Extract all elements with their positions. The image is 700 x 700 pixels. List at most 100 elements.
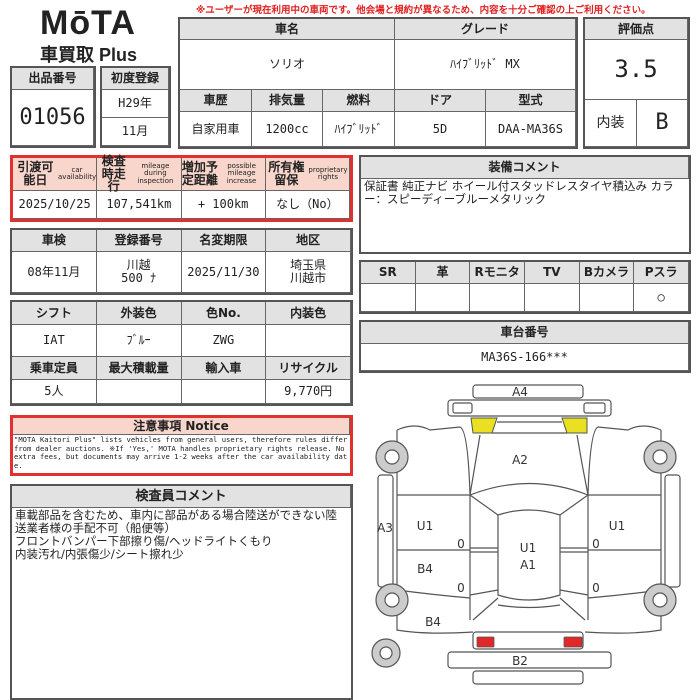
front-fog-left xyxy=(452,402,473,414)
proprietary-rights: なし（No） xyxy=(265,191,350,219)
equipment-comment-title: 装備コメント xyxy=(361,157,689,179)
area-value: 埼玉県 川越市 xyxy=(266,252,351,293)
door-label: ドア xyxy=(395,90,486,112)
left-body xyxy=(396,425,474,634)
model-value: DAA-MA36S xyxy=(486,112,576,147)
car-name-label: 車名 xyxy=(180,19,395,40)
score-label: 評価点 xyxy=(585,19,688,40)
grade: ﾊｲﾌﾞﾘｯﾄﾞ MX xyxy=(395,40,576,90)
inspector-comment-title: 検査員コメント xyxy=(12,486,351,508)
first-reg-month: 11月 xyxy=(102,118,169,146)
option-label: 革 xyxy=(415,262,471,284)
model-label: 型式 xyxy=(486,90,576,112)
mileage-increase-label: 増加予定距離 possible mileage increase xyxy=(181,158,266,191)
first-reg-year: H29年 xyxy=(102,90,169,118)
availability-date-label: 引渡可能日 car availability xyxy=(13,158,98,191)
option-value xyxy=(361,284,416,312)
availability-date: 2025/10/25 xyxy=(13,191,98,219)
recycle-label: リサイクル xyxy=(266,357,351,380)
option-value: ○ xyxy=(634,284,689,312)
label-b4-door: B4 xyxy=(417,562,433,576)
roof xyxy=(497,509,561,601)
listing-label: 出品番号 xyxy=(12,68,94,90)
first-reg-label: 初度登録 xyxy=(102,68,169,90)
equipment-comment-text: 保証書 純正ナビ ホイール付スタッドレスタイヤ積込み カラー：スピーディーブルー… xyxy=(364,179,674,206)
specs-box: シフト 外装色 色No. 内装色 IAT ﾌﾞﾙｰ ZWG 乗車定員 最大積載量… xyxy=(10,300,353,406)
label-b2: B2 xyxy=(512,654,528,668)
grille xyxy=(492,421,567,434)
listing-number: 01056 xyxy=(12,90,94,146)
inspector-comment-text: 車載部品を含むため、車内に部品がある場合陸送ができない陸送業者様の手配不可（船便… xyxy=(15,508,337,561)
grade-label: グレード xyxy=(395,19,576,40)
import-value xyxy=(181,380,267,404)
reg-number-value: 川越 500 ﾅ xyxy=(96,252,182,293)
option-label: Bカメラ xyxy=(579,262,635,284)
option-label: SR xyxy=(361,262,416,284)
right-body xyxy=(584,425,662,634)
history-label: 車歴 xyxy=(180,90,252,112)
rear-bumper-bottom xyxy=(472,670,584,685)
option-label: TV xyxy=(525,262,580,284)
shift-label: シフト xyxy=(12,302,97,325)
import-label: 輸入車 xyxy=(181,357,267,380)
label-a4: A4 xyxy=(512,385,528,399)
chassis-label: 車台番号 xyxy=(361,322,689,344)
mileage-label: 検査時走行 mileage during inspection xyxy=(97,155,182,193)
interior-color-label: 内装色 xyxy=(266,302,351,325)
label-u1-left: U1 xyxy=(417,519,433,533)
mileage-increase: + 100km xyxy=(181,191,266,219)
history-value: 自家用車 xyxy=(180,112,252,147)
interior-color-value xyxy=(266,325,351,357)
fuel-value: ﾊｲﾌﾞﾘｯﾄﾞ xyxy=(323,112,395,147)
exterior-color-label: 外装色 xyxy=(96,302,182,325)
cabin-lines xyxy=(469,495,589,621)
max-load-label: 最大積載量 xyxy=(96,357,182,380)
label-u1-center: U1 xyxy=(520,541,536,555)
chassis-number: MA36S-166*** xyxy=(361,344,689,371)
options-box: SR 革 Rモニタ TV Bカメラ Pスラ ○ xyxy=(359,260,691,314)
color-no-label: 色No. xyxy=(181,302,267,325)
option-value xyxy=(525,284,580,312)
max-load-value xyxy=(96,380,182,404)
option-value xyxy=(579,284,635,312)
right-side-sill xyxy=(664,474,681,588)
color-no-value: ZWG xyxy=(181,325,267,357)
car-info-box: 車名 グレード ソリオ ﾊｲﾌﾞﾘｯﾄﾞ MX 車歴 排気量 燃料 ドア 型式 … xyxy=(178,17,578,149)
front-bumper xyxy=(447,399,612,417)
name-change-value: 2025/11/30 xyxy=(181,252,267,293)
score-value: 3.5 xyxy=(585,40,688,100)
option-value xyxy=(470,284,525,312)
first-registration-box: 初度登録 H29年 11月 xyxy=(100,66,171,148)
option-value xyxy=(415,284,471,312)
notice-text: "MOTA Kaitori Plus" lists vehicles from … xyxy=(14,435,348,470)
rear-bumper xyxy=(447,651,612,669)
inspector-comment-box: 検査員コメント 車載部品を含むため、車内に部品がある場合陸送ができない陸送業者様… xyxy=(10,484,353,700)
headlight-left xyxy=(470,417,498,434)
interior-grade: B xyxy=(637,100,688,147)
car-name: ソリオ xyxy=(180,40,395,90)
proprietary-rights-label: 所有権留保 proprietary rights xyxy=(265,158,350,191)
inspection-box: 車検 登録番号 名変期限 地区 08年11月 川越 500 ﾅ 2025/11/… xyxy=(10,228,353,295)
door-handle-mark: 0 xyxy=(592,581,600,595)
displacement-value: 1200cc xyxy=(252,112,323,147)
interior-label: 内装 xyxy=(585,100,637,147)
label-a1: A1 xyxy=(520,558,536,572)
shaken-label: 車検 xyxy=(12,230,97,252)
fuel-label: 燃料 xyxy=(323,90,395,112)
logo-subtitle: 車買取 Plus xyxy=(40,45,138,65)
headlight-right xyxy=(561,417,588,434)
taillight-right xyxy=(563,636,583,648)
exterior-color-value: ﾌﾞﾙｰ xyxy=(96,325,182,357)
taillight-left xyxy=(476,636,495,648)
option-label: Pスラ xyxy=(634,262,689,284)
capacity-value: 5人 xyxy=(12,380,97,404)
availability-box: 引渡可能日 car availability 検査時走行 mileage durin… xyxy=(10,155,353,222)
listing-number-box: 出品番号 01056 xyxy=(10,66,96,148)
front-fog-right xyxy=(583,402,606,414)
shift-value: IAT xyxy=(12,325,97,357)
capacity-label: 乗車定員 xyxy=(12,357,97,380)
front-bumper-top xyxy=(472,384,584,399)
car-damage-diagram: A4 A2 A3 U1 U1 U1 A1 B4 B4 B2 0 0 0 0 xyxy=(371,384,681,685)
label-b4-rear: B4 xyxy=(425,615,441,629)
label-u1-right: U1 xyxy=(609,519,625,533)
